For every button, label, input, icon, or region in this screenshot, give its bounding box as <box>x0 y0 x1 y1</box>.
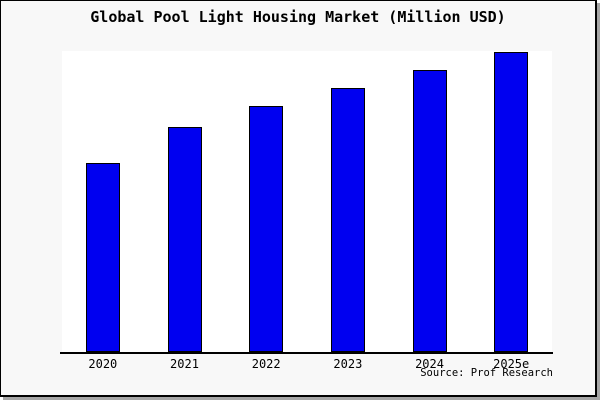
bar-2022 <box>249 106 284 352</box>
bar-slot-2024 <box>389 51 471 352</box>
bar-slot-2025e <box>470 51 552 352</box>
x-label-2025e: 2025e <box>493 357 530 371</box>
x-label-2020: 2020 <box>88 357 118 371</box>
bar-2025e <box>494 52 529 352</box>
x-label-2023: 2023 <box>333 357 363 371</box>
bar-slot-2020 <box>62 51 144 352</box>
plot-area <box>62 51 552 352</box>
bar-2023 <box>330 88 365 352</box>
x-label-2021: 2021 <box>170 357 199 371</box>
bar-slot-2022 <box>225 51 307 352</box>
source-attribution: Source: Prof Research <box>420 367 553 379</box>
bar-2021 <box>167 127 202 352</box>
bar-2020 <box>85 163 120 352</box>
chart-title: Global Pool Light Housing Market (Millio… <box>90 8 506 26</box>
bar-slot-2023 <box>307 51 389 352</box>
bars-row <box>62 51 552 352</box>
bar-slot-2021 <box>144 51 226 352</box>
x-label-2022: 2022 <box>251 357 281 371</box>
bar-2024 <box>412 70 447 352</box>
x-label-2024: 2024 <box>415 357 444 371</box>
x-axis-line <box>60 352 553 354</box>
x-labels-row: 2020 2021 2022 2023 2024 2025e <box>62 357 552 371</box>
